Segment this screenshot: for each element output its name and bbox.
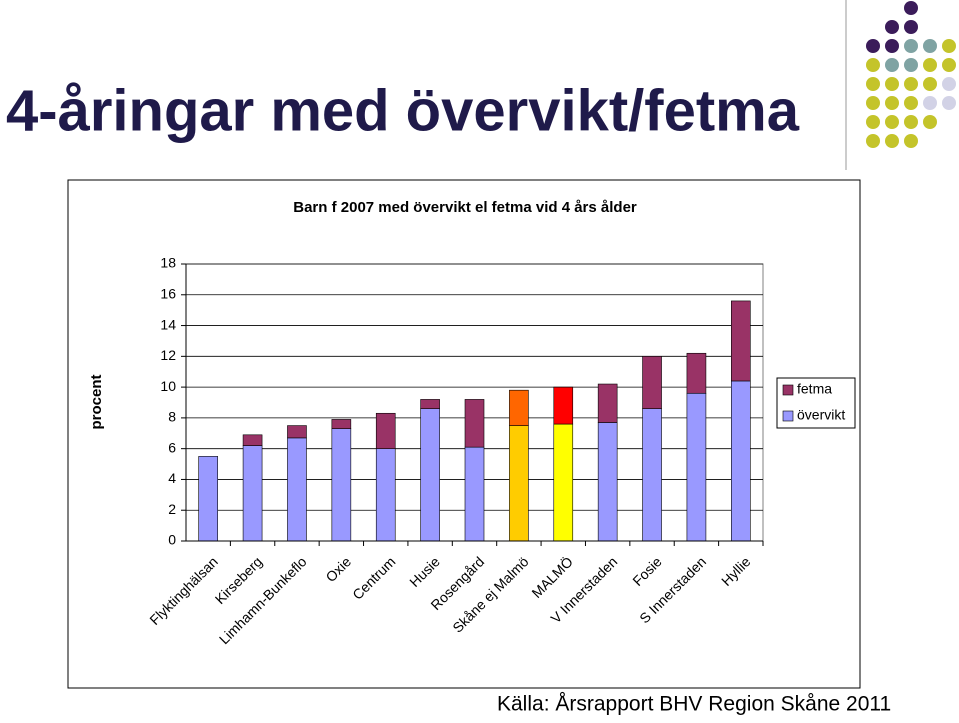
bar-segment xyxy=(331,419,352,429)
dot xyxy=(866,39,880,53)
dot xyxy=(866,77,880,91)
dot xyxy=(942,58,956,72)
bar-segment xyxy=(375,448,396,542)
dot xyxy=(866,58,880,72)
dot xyxy=(866,96,880,110)
bar-segment xyxy=(242,434,263,446)
dot xyxy=(885,39,899,53)
dot xyxy=(885,58,899,72)
bar-segment xyxy=(642,408,662,542)
dot xyxy=(923,39,937,53)
dot xyxy=(904,39,918,53)
dot xyxy=(904,58,918,72)
dot xyxy=(904,115,918,129)
dot xyxy=(942,96,956,110)
y-tick-label: 2 xyxy=(168,501,176,517)
bar-segment xyxy=(509,425,529,542)
dot xyxy=(904,134,918,148)
legend-label: fetma xyxy=(797,381,832,397)
y-tick-label: 16 xyxy=(160,285,176,301)
y-tick-label: 10 xyxy=(160,378,176,394)
y-tick-label: 6 xyxy=(168,439,176,455)
y-tick-label: 4 xyxy=(168,470,176,486)
y-tick-label: 0 xyxy=(168,532,176,548)
dot xyxy=(866,134,880,148)
dot xyxy=(923,77,937,91)
dot xyxy=(923,115,937,129)
bar-segment xyxy=(287,437,307,542)
bar-segment xyxy=(553,423,574,542)
y-tick-label: 8 xyxy=(168,409,176,425)
dot xyxy=(885,115,899,129)
y-tick-label: 18 xyxy=(160,255,176,271)
y-tick-label: 12 xyxy=(160,347,176,363)
bar-segment xyxy=(464,446,485,542)
legend-label: övervikt xyxy=(797,407,845,423)
decoration xyxy=(866,1,956,148)
bar-segment xyxy=(375,412,396,449)
dot xyxy=(923,58,937,72)
dot xyxy=(942,77,956,91)
bar-segment xyxy=(287,425,307,439)
source: Källa: Årsrapport BHV Region Skåne 2011 xyxy=(497,693,891,716)
bar-segment xyxy=(686,352,707,394)
dot xyxy=(904,96,918,110)
y-axis-label: procent xyxy=(88,374,105,429)
y-tick-label: 14 xyxy=(160,316,176,332)
dot xyxy=(904,1,918,15)
dot xyxy=(885,77,899,91)
chart-title: Barn f 2007 med övervikt el fetma vid 4 … xyxy=(293,199,637,216)
bar-segment xyxy=(597,383,618,423)
dot xyxy=(885,96,899,110)
dot xyxy=(904,20,918,34)
dot xyxy=(885,20,899,34)
dot xyxy=(904,77,918,91)
bar-segment xyxy=(597,422,618,542)
legend-swatch xyxy=(782,410,794,422)
dot xyxy=(866,115,880,129)
bar-segment xyxy=(731,380,751,542)
bar-segment xyxy=(198,456,218,542)
bar-segment xyxy=(509,389,529,426)
legend-swatch xyxy=(782,384,794,396)
bar-segment xyxy=(242,445,263,542)
bar-segment xyxy=(731,300,751,382)
slide-title: 4-åringar med övervikt/fetma xyxy=(6,78,800,143)
bar-segment xyxy=(331,428,352,542)
bar-segment xyxy=(686,392,707,542)
bar-segment xyxy=(420,408,440,542)
bar-segment xyxy=(464,399,485,448)
dot xyxy=(942,39,956,53)
bar-segment xyxy=(642,356,662,409)
bar-segment xyxy=(553,386,574,425)
dot xyxy=(923,96,937,110)
dot xyxy=(885,134,899,148)
bar-segment xyxy=(420,399,440,409)
